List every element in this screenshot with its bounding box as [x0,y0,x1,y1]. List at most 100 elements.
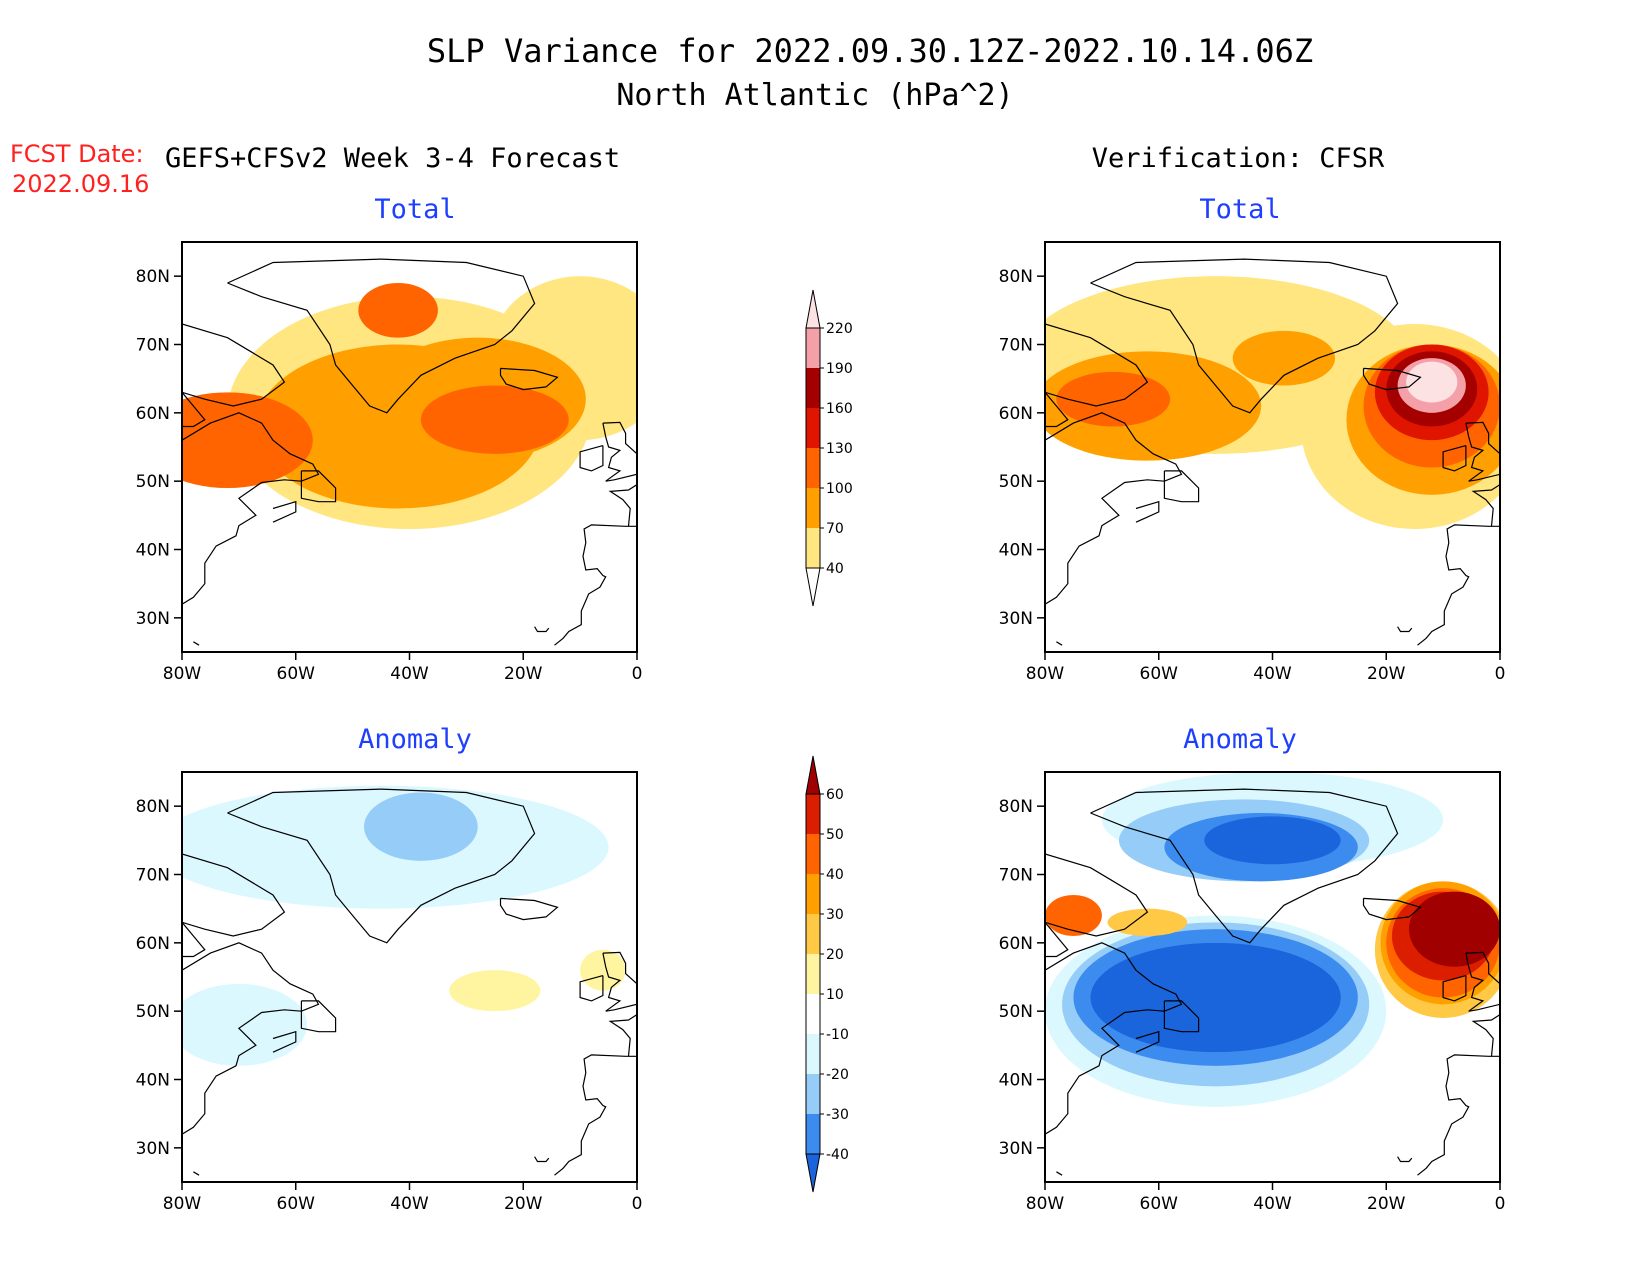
forecast-anomaly-title: Anomaly [358,724,472,755]
coastline-segment [1045,921,1069,958]
lon-tick-label: 20W [1367,664,1406,684]
colorbar-label: 70 [826,521,844,537]
coastline-segment [193,1171,200,1176]
lat-tick-label: 60N [136,404,170,424]
shaded-contour-region [1409,891,1500,967]
lon-tick-label: 0 [632,664,643,684]
coastline-segment [227,258,536,414]
verification-anomaly-map: 80N 70N 60N 50N 40N 30N 80W 60W 40W 20W 0 [999,771,1505,1214]
colorbar-segment [806,834,820,874]
colorbar-upper-extension [805,755,821,795]
lat-tick-label: 70N [136,336,170,356]
lat-tick-label: 40N [136,541,170,561]
colorbar-lower-extension [805,567,821,607]
colorbar-label: 20 [826,947,844,963]
colorbar-label: 190 [826,361,853,377]
coastline-segment [1471,484,1500,527]
shaded-field [1045,772,1500,1107]
coastline-segment [300,470,337,503]
shaded-contour-region [1406,361,1458,403]
coastline-segment [1045,853,1149,937]
lat-tick-label: 30N [136,609,170,629]
coastline-segment [1090,788,1399,944]
lon-tick-label: 80W [163,1194,202,1214]
coastline-segment [554,524,637,646]
coastline [182,258,637,646]
colorbar-segment [806,408,820,448]
fcst-date-value: 2022.09.16 [12,170,149,198]
lat-tick-label: 30N [999,1139,1033,1159]
lon-tick-label: 80W [163,664,202,684]
verification-total-map: 80N 70N 60N 50N 40N 30N 80W 60W 40W 20W 0 [999,241,1505,684]
coastline-segment [182,942,320,1135]
lon-tick-label: 20W [504,664,543,684]
verification-column-title: Verification: CFSR [1092,143,1385,174]
coastline-segment [300,1000,337,1033]
colorbar-segment [806,328,820,368]
colorbar-label: 60 [826,787,844,803]
coastline-segment [1442,975,1467,1002]
figure-title-line2: North Atlantic (hPa^2) [616,78,1013,113]
coastline-segment [193,641,200,646]
lat-tick-label: 30N [136,1139,170,1159]
lon-tick-label: 40W [390,664,429,684]
coastline-segment [1056,641,1063,646]
lon-tick-label: 20W [1367,1194,1406,1214]
lon-tick-label: 60W [1140,1194,1179,1214]
coastline-segment [1417,524,1500,646]
coastline-segment [1045,942,1183,1135]
lat-tick-label: 70N [999,336,1033,356]
shaded-contour-region [1204,816,1341,865]
coastline-segment [608,484,637,527]
colorbar-segment [806,794,820,834]
coastline-segment [182,391,206,428]
shaded-contour-region [358,283,438,338]
lon-tick-label: 80W [1026,1194,1065,1214]
colorbar-segment [806,448,820,488]
coastline [1045,258,1500,646]
coastline-segment [579,975,604,1002]
shaded-contour-region [182,392,313,488]
coastline [182,788,637,1176]
coastline-segment [1163,470,1200,503]
colorbar-label: -20 [826,1067,849,1083]
shaded-contour-region [182,983,308,1066]
figure-title-line1: SLP Variance for 2022.09.30.12Z-2022.10.… [427,32,1313,70]
coastline-segment [1465,951,1500,1012]
lat-tick-label: 40N [136,1071,170,1091]
coastline-segment [534,1156,550,1163]
coastline-segment [1045,391,1069,428]
coastline-segment [554,1054,637,1176]
coastline-segment [272,1030,297,1053]
forecast-total-title: Total [374,194,455,225]
coastline-segment [1135,500,1160,523]
coastline-segment [182,323,286,407]
coastline-segment [1045,323,1149,407]
lat-tick-label: 50N [999,472,1033,492]
coastline-segment [227,788,536,944]
coastline-segment [1442,445,1467,472]
coastline-segment [499,897,559,921]
colorbar-label: 50 [826,827,844,843]
colorbar-segment [806,528,820,568]
lat-tick-label: 60N [136,934,170,954]
colorbar-frame [805,793,821,1155]
coastline-segment [182,853,286,937]
total-colorbar: 40 70 100 130 160 190 220 [805,289,853,607]
colorbar-label: 40 [826,867,844,883]
lat-tick-label: 80N [136,267,170,287]
colorbar-segment [806,1034,820,1074]
lon-tick-label: 40W [1253,664,1292,684]
shaded-contour-region [1232,330,1336,386]
coastline-segment [1090,258,1399,414]
coastline-segment [602,951,637,1012]
coastline-segment [1362,367,1422,391]
lat-tick-label: 50N [999,1002,1033,1022]
lat-tick-label: 80N [999,267,1033,287]
shaded-field [1045,276,1500,529]
lat-tick-label: 50N [136,1002,170,1022]
coastline-segment [534,626,550,633]
shaded-contour-region [420,385,569,454]
colorbar-label: 100 [826,481,853,497]
